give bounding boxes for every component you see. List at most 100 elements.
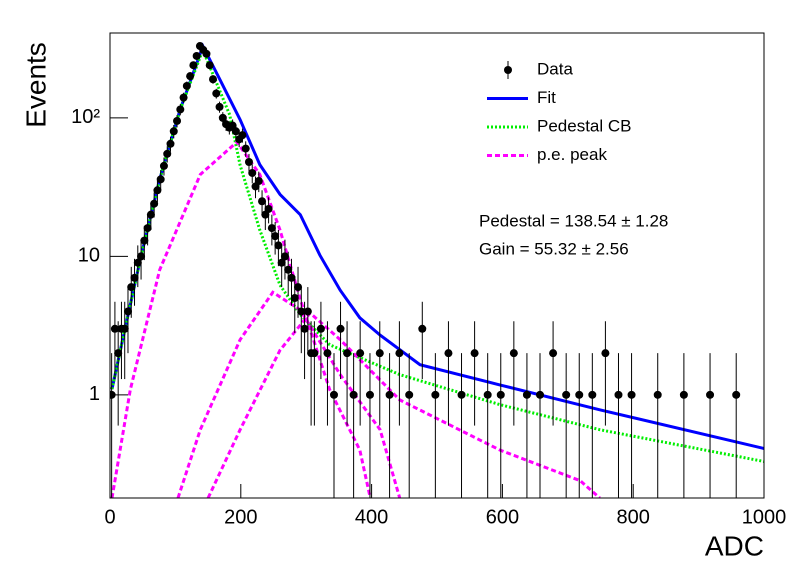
data-point bbox=[277, 258, 286, 267]
data-point bbox=[287, 273, 296, 282]
data-point bbox=[431, 390, 440, 399]
data-point bbox=[444, 349, 453, 358]
data-point bbox=[248, 168, 257, 177]
data-point bbox=[163, 149, 172, 158]
data-point bbox=[297, 307, 306, 316]
legend-label: p.e. peak bbox=[537, 145, 607, 164]
data-point bbox=[127, 283, 136, 292]
data-point bbox=[169, 127, 178, 136]
data-point bbox=[536, 390, 545, 399]
data-point bbox=[457, 390, 466, 399]
data-point bbox=[356, 349, 365, 358]
data-point bbox=[395, 349, 404, 358]
data-point bbox=[258, 197, 267, 206]
data-point bbox=[323, 349, 332, 358]
data-point bbox=[303, 307, 312, 316]
data-point bbox=[653, 390, 662, 399]
data-point bbox=[483, 390, 492, 399]
data-point bbox=[316, 324, 325, 333]
data-point bbox=[349, 390, 358, 399]
data-point bbox=[123, 307, 132, 316]
data-point bbox=[209, 75, 218, 84]
legend-swatch bbox=[504, 66, 512, 74]
data-point bbox=[215, 102, 224, 111]
data-point bbox=[254, 177, 263, 186]
data-point bbox=[267, 224, 276, 233]
data-point bbox=[365, 390, 374, 399]
data-point bbox=[130, 273, 139, 282]
data-point bbox=[405, 390, 414, 399]
data-point bbox=[110, 324, 119, 333]
data-point bbox=[627, 390, 636, 399]
annotation: Pedestal = 138.54 ± 1.28 bbox=[479, 211, 668, 230]
data-point bbox=[192, 51, 201, 60]
data-point bbox=[205, 61, 214, 70]
y-tick-label: 1 bbox=[89, 383, 100, 405]
annotation: Gain = 55.32 ± 2.56 bbox=[479, 239, 629, 258]
data-point bbox=[189, 61, 198, 70]
data-point bbox=[562, 390, 571, 399]
data-point bbox=[496, 390, 505, 399]
legend-label: Data bbox=[537, 59, 573, 78]
data-point bbox=[186, 72, 195, 81]
data-point bbox=[120, 324, 129, 333]
data-point bbox=[522, 390, 531, 399]
data-point bbox=[264, 204, 273, 213]
data-point bbox=[294, 283, 303, 292]
data-point bbox=[470, 349, 479, 358]
data-point bbox=[614, 390, 623, 399]
data-point bbox=[238, 131, 247, 140]
data-point bbox=[280, 252, 289, 261]
data-point bbox=[133, 258, 142, 267]
data-point bbox=[241, 144, 250, 153]
data-point bbox=[202, 49, 211, 58]
data-point bbox=[156, 175, 165, 184]
data-point bbox=[218, 113, 227, 122]
data-point bbox=[176, 105, 185, 114]
data-point bbox=[166, 139, 175, 148]
x-tick-label: 1000 bbox=[742, 506, 787, 528]
data-point bbox=[244, 158, 253, 167]
data-point bbox=[706, 390, 715, 399]
data-point bbox=[143, 224, 152, 233]
data-point bbox=[146, 210, 155, 219]
data-point bbox=[137, 252, 146, 261]
data-point bbox=[343, 349, 352, 358]
data-point bbox=[336, 324, 345, 333]
data-point bbox=[173, 116, 182, 125]
x-tick-label: 600 bbox=[486, 506, 519, 528]
frame bbox=[109, 32, 765, 499]
x-tick-label: 0 bbox=[104, 506, 115, 528]
legend-label: Fit bbox=[537, 88, 556, 107]
data-point bbox=[509, 349, 518, 358]
x-tick-label: 400 bbox=[355, 506, 388, 528]
data-point bbox=[549, 349, 558, 358]
data-point bbox=[212, 89, 221, 98]
data-point bbox=[732, 390, 741, 399]
data-point bbox=[150, 199, 159, 208]
curve bbox=[110, 45, 764, 463]
data-point bbox=[310, 349, 319, 358]
x-tick-label: 200 bbox=[224, 506, 257, 528]
x-axis-label: ADC bbox=[705, 530, 764, 561]
data-point bbox=[418, 324, 427, 333]
y-axis-label: Events bbox=[20, 42, 51, 128]
y-tick-label: 10² bbox=[71, 106, 100, 128]
data-point bbox=[284, 265, 293, 274]
data-point bbox=[679, 390, 688, 399]
data-point bbox=[271, 232, 280, 241]
data-point bbox=[140, 236, 149, 245]
data-point bbox=[601, 349, 610, 358]
data-point bbox=[588, 390, 597, 399]
data-point bbox=[231, 127, 240, 136]
data-point bbox=[300, 324, 309, 333]
data-point bbox=[153, 186, 162, 195]
plot-area bbox=[110, 42, 764, 498]
data-point bbox=[159, 161, 168, 170]
data-point bbox=[114, 349, 123, 358]
legend-label: Pedestal CB bbox=[537, 116, 632, 135]
data-point bbox=[274, 241, 283, 250]
x-tick-label: 800 bbox=[617, 506, 650, 528]
